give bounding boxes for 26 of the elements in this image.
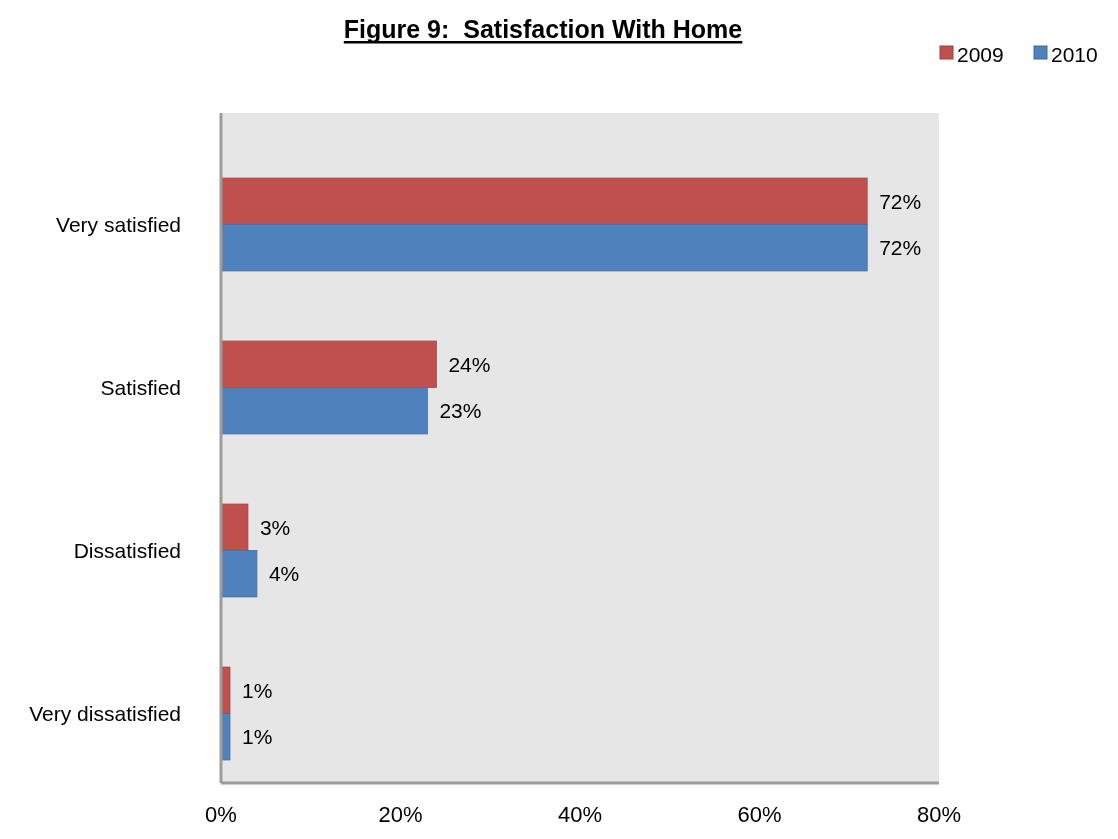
chart-title: Figure 9: Satisfaction With Home <box>343 15 743 43</box>
data-label: 4% <box>268 562 300 586</box>
data-label: 23% <box>439 399 482 423</box>
bar <box>220 340 437 388</box>
x-tick-label: 60% <box>737 802 782 827</box>
y-tick-label: Dissatisfied <box>73 539 181 562</box>
data-label: 72% <box>879 236 922 260</box>
y-tick-label: Very dissatisfied <box>29 702 181 725</box>
y-tick-label: Very satisfied <box>56 213 181 236</box>
bar <box>220 224 868 272</box>
x-tick-label: 0% <box>205 802 237 827</box>
x-tick-label: 40% <box>557 802 603 827</box>
data-label: 1% <box>241 678 273 702</box>
legend-label: 2010 <box>1051 42 1098 66</box>
y-tick-label: Satisfied <box>100 376 181 399</box>
bar <box>220 387 428 435</box>
data-label: 72% <box>879 189 922 213</box>
bar <box>220 177 868 225</box>
data-label: 3% <box>259 515 291 539</box>
data-label: 1% <box>241 725 273 749</box>
x-tick-label: 80% <box>916 802 962 827</box>
legend-label: 2009 <box>957 42 1004 66</box>
bar <box>220 503 249 551</box>
data-label: 24% <box>448 352 491 376</box>
x-tick-label: 20% <box>378 802 423 827</box>
bar <box>220 550 258 598</box>
